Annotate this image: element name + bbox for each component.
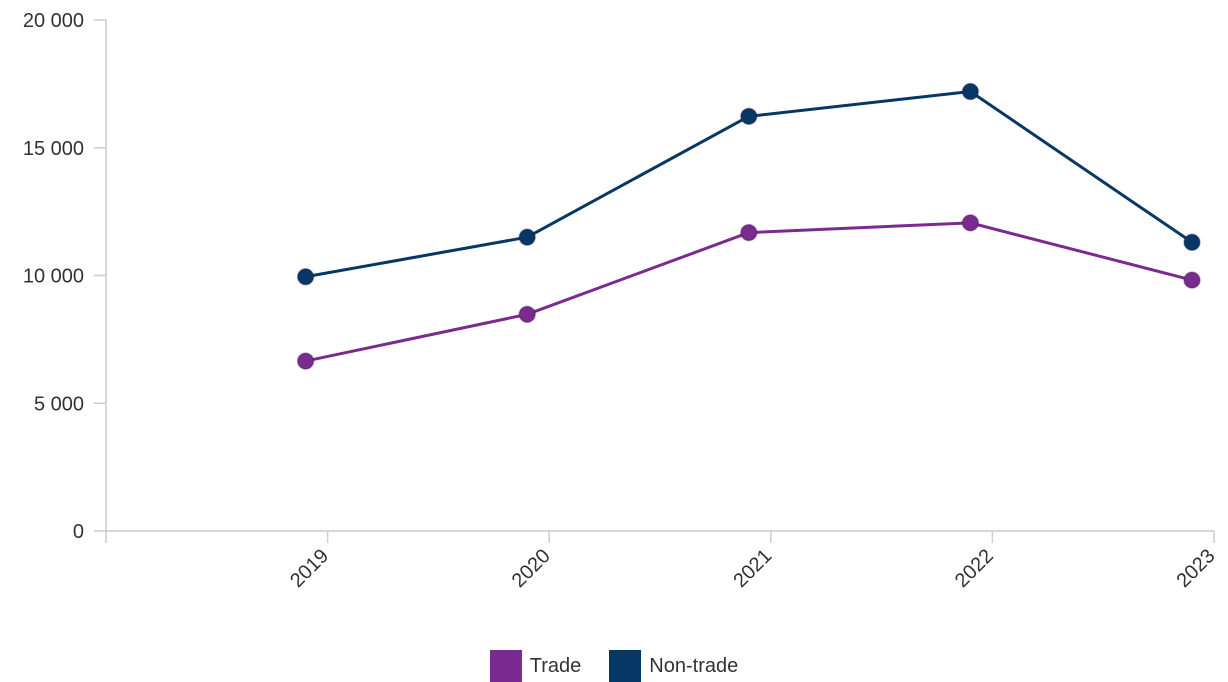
x-axis-ticks: 2019 2020 2021 2022 2023: [105, 531, 1220, 592]
legend-label-trade: Trade: [529, 654, 582, 677]
y-tick-label: 5 000: [34, 393, 84, 415]
data-point-trade: [518, 305, 536, 324]
legend-swatch-non-trade: [609, 650, 642, 682]
x-tick-label: 2019: [286, 545, 333, 592]
y-axis-ticks: 0 5 000 10 000 15 000 20 000: [23, 10, 106, 543]
legend-item-non-trade[interactable]: Non-trade: [609, 650, 738, 682]
data-point-trade: [296, 352, 315, 370]
x-tick-label: 2021: [729, 545, 776, 592]
series-layer: [296, 82, 1201, 370]
series-line-trade: [305, 221, 1193, 363]
data-point-trade: [961, 214, 980, 232]
data-point-non-trade: [1183, 233, 1201, 252]
y-tick-label: 15 000: [23, 138, 84, 160]
data-point-non-trade: [296, 268, 315, 286]
data-point-non-trade: [961, 82, 980, 101]
y-tick-label: 0: [73, 521, 84, 543]
x-tick-label: 2020: [508, 545, 555, 592]
legend-swatch-trade: [489, 650, 522, 682]
data-point-non-trade: [518, 228, 536, 246]
legend-item-trade[interactable]: Trade: [489, 650, 582, 682]
legend: Trade Non-trade: [0, 650, 1228, 682]
legend-label-non-trade: Non-trade: [649, 654, 739, 677]
y-tick-label: 10 000: [23, 266, 84, 288]
data-point-non-trade: [740, 107, 758, 126]
x-tick-label: 2022: [951, 545, 998, 592]
x-tick-label: 2023: [1173, 545, 1220, 592]
data-point-trade: [740, 223, 758, 242]
y-tick-label: 20 000: [23, 10, 84, 32]
data-point-trade: [1183, 271, 1201, 289]
